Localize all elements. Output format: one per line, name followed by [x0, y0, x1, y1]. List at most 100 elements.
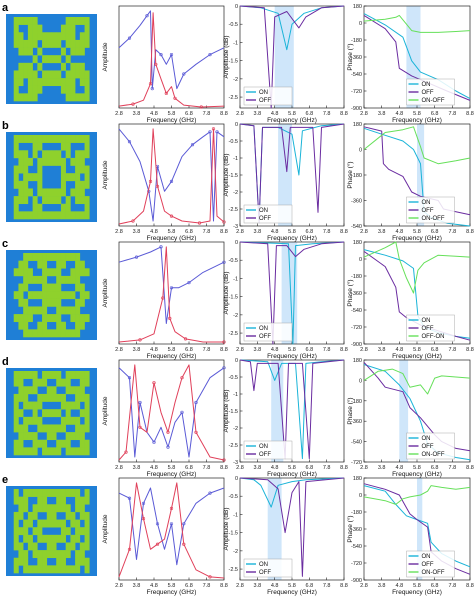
pattern-cell: [27, 447, 33, 456]
pattern-cell: [56, 496, 62, 505]
pattern-cell: [75, 550, 81, 559]
pattern-cell: [37, 424, 43, 433]
x-tick-label: 3.8: [254, 111, 262, 117]
data-point: [182, 72, 186, 76]
pattern-cell: [37, 393, 43, 402]
pattern-cell: [56, 260, 62, 269]
pattern-cell: [70, 253, 76, 261]
pattern-cell: [75, 39, 81, 48]
pattern-cell: [46, 424, 52, 433]
y-tick-label: -540: [351, 440, 362, 446]
pattern-cell: [56, 135, 62, 143]
pattern-cell: [60, 565, 66, 574]
pattern-cell: [60, 211, 66, 220]
pattern-cell: [56, 393, 62, 402]
y-tick-label: -3: [233, 460, 238, 466]
pattern-cell: [70, 534, 76, 543]
pattern-cell: [84, 85, 90, 94]
data-point: [155, 184, 160, 188]
data-point: [161, 296, 165, 300]
series-line: [118, 364, 225, 461]
x-tick-label: 3.8: [378, 229, 386, 235]
pattern-cell: [65, 401, 71, 410]
pattern-cell: [79, 211, 85, 220]
pattern-cell: [13, 93, 19, 102]
pattern-cell: [51, 135, 57, 143]
pattern-cell: [18, 39, 24, 48]
pattern-cell: [60, 32, 66, 41]
pattern-cell: [75, 196, 81, 205]
legend-entry: OFF: [259, 334, 271, 340]
y-axis-label: Amplitude: [102, 396, 109, 425]
unit-cell-pattern: [6, 132, 97, 222]
pattern-cell: [13, 439, 19, 448]
pattern-cell: [51, 393, 57, 402]
pattern-cell: [23, 329, 29, 338]
x-tick-label: 8.8: [220, 347, 228, 353]
x-tick-label: 3.8: [378, 347, 386, 353]
x-tick-label: 3.8: [254, 229, 262, 235]
pattern-cell: [60, 489, 66, 497]
pattern-cell: [70, 371, 76, 379]
x-axis-label: Frequency (GHz): [147, 117, 197, 124]
x-tick-label: 5.8: [413, 583, 421, 589]
pattern-cell: [13, 211, 19, 220]
pattern-cell: [51, 550, 57, 559]
pattern-cell: [70, 188, 76, 197]
x-tick-label: 5.8: [288, 111, 296, 117]
pattern-cell: [18, 150, 24, 159]
pattern-cell: [65, 70, 71, 79]
y-tick-label: 180: [353, 4, 362, 10]
legend: ON OFF: [243, 558, 293, 578]
data-point: [169, 179, 174, 183]
pattern-cell: [75, 93, 81, 102]
x-tick-label: 5.8: [168, 111, 176, 117]
pattern-cell: [84, 78, 90, 87]
pattern-cell: [13, 268, 19, 277]
pattern-cell: [60, 496, 66, 505]
data-point: [127, 496, 132, 500]
y-axis-label: Amplitude (dB): [223, 36, 230, 79]
pattern-cell: [56, 298, 62, 307]
x-tick-label: 4.8: [396, 229, 404, 235]
x-tick-label: 5.8: [288, 583, 296, 589]
pattern-cell: [13, 534, 19, 543]
row-c: c 2.8 3.8 4.8 5.8 6.8 7.8 8.8 Frequency (GHz) Amp…: [2, 238, 474, 360]
legend-entry: OFF: [422, 444, 434, 450]
pattern-cell: [42, 211, 48, 220]
unit-cell-pattern: [6, 250, 97, 340]
pattern-cell: [51, 447, 57, 456]
pattern-cell: [75, 557, 81, 566]
y-tick-label: -900: [351, 106, 362, 112]
x-tick-label: 5.8: [168, 465, 176, 471]
y-tick-label: 0: [235, 476, 238, 482]
pattern-cell: [46, 283, 52, 292]
pattern-cell: [42, 378, 48, 387]
pattern-cell: [75, 298, 81, 307]
series-line: [239, 241, 345, 345]
pattern-cell: [60, 157, 66, 166]
pattern-cell: [56, 32, 62, 41]
y-tick-label: -0.5: [229, 258, 238, 264]
x-tick-label: 6.8: [431, 347, 439, 353]
pattern-cell: [23, 93, 29, 102]
pattern-cell: [27, 432, 33, 441]
pattern-cell: [32, 253, 38, 261]
pattern-cell: [37, 321, 43, 330]
x-tick-label: 5.8: [168, 347, 176, 353]
pattern-cell: [60, 165, 66, 174]
pattern-cell: [32, 409, 38, 418]
x-tick-label: 7.8: [449, 347, 457, 353]
pattern-cell: [42, 268, 48, 277]
pattern-cell: [70, 291, 76, 300]
series-line: [363, 126, 471, 165]
pattern-cell: [18, 47, 24, 56]
row-label: a: [2, 2, 9, 14]
data-point: [148, 82, 153, 86]
pattern-cell: [79, 393, 85, 402]
pattern-cell: [70, 386, 76, 395]
pattern-cell: [32, 39, 38, 48]
data-point: [145, 14, 149, 18]
pattern-cell: [65, 550, 71, 559]
pattern-cell: [13, 78, 19, 87]
